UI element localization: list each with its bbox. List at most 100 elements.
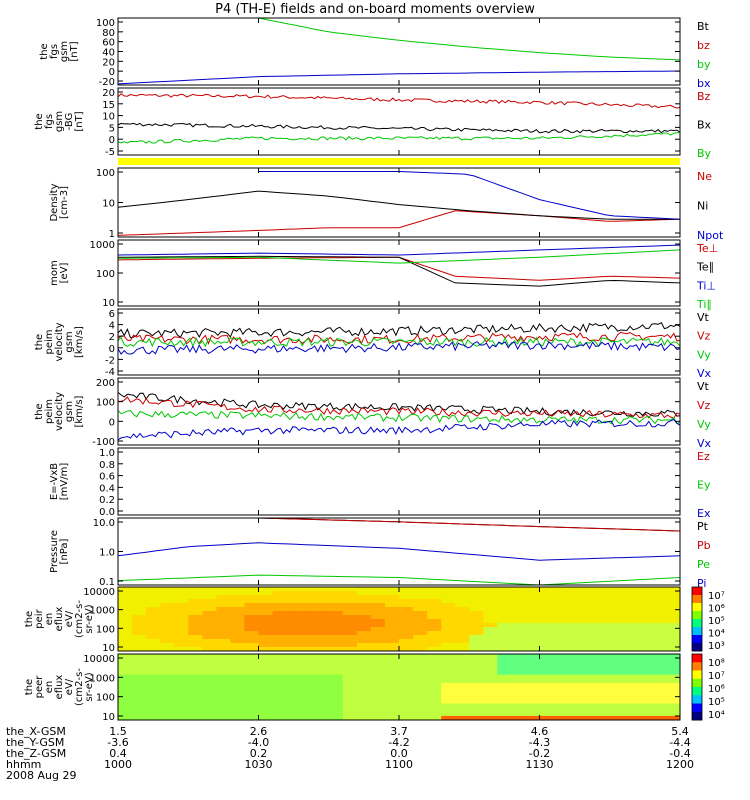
spectrogram-cell [230,711,246,717]
spectrogram-cell [286,682,302,688]
spectrogram-cell [609,607,625,612]
spectrogram-cell [370,678,386,684]
spectrogram-cell [356,699,372,705]
spectrogram-cell [356,635,372,640]
spectrogram-cell [511,674,527,680]
spectrogram-cell [258,682,274,688]
spectrogram-cell [595,687,611,692]
spectrogram-cell [216,643,232,648]
spectrogram-cell [399,707,414,713]
spectrogram-cell [539,599,555,604]
spectrogram-cell [399,703,414,709]
spectrogram-cell [314,666,330,672]
spectrogram-cell [314,611,330,616]
spectrogram-cell [160,587,175,592]
y-tick-label: -2 [105,355,115,366]
series-line-Ti∥ [118,249,680,264]
spectrogram-cell [230,687,246,692]
spectrogram-cell [258,639,274,644]
spectrogram-cell [230,603,246,608]
spectrogram-cell [399,687,414,692]
spectrogram-cell [553,587,569,592]
spectrogram-cell [666,603,680,608]
spectrogram-cell [216,603,232,608]
spectrogram-cell [441,647,456,651]
spectrogram-cell [595,587,611,592]
spectrogram-cell [300,607,316,612]
spectrogram-cell [370,703,386,709]
panel-7: Ez Ey Ex 1.00.80.60.40.20.0 E=-VxB [mV/m] [49,447,711,520]
spectrogram-cell [118,711,133,717]
spectrogram-cell [244,587,260,592]
spectrogram-cell [483,699,498,705]
spectrogram-cell [441,591,456,596]
spectrogram-cell [455,682,470,688]
spectrogram-cell [118,635,133,640]
spectrogram-cell [216,699,232,705]
series-layer [118,171,680,236]
spectrogram-cell [525,587,541,592]
spectrogram-cell [118,639,133,644]
spectrogram-cell [651,603,667,608]
spectrogram-cell [146,678,161,684]
spectrogram-cell [609,631,625,636]
spectrogram-cell [342,627,358,632]
spectrogram-cell [539,715,555,720]
spectrogram-cell [370,682,386,688]
spectrogram-cell [483,654,498,659]
spectrogram-cell [623,647,639,651]
spectrogram-cell [609,670,625,676]
y-axis-label: -BG [64,113,75,131]
spectrogram-cell [356,647,372,651]
spectrogram-cell [609,647,625,651]
spectrogram-cell [300,615,316,620]
colorbar-segment [692,678,702,688]
spectrogram-cell [356,607,372,612]
spectrogram-cell [230,654,246,659]
spectrogram-cell [469,627,484,632]
spectrogram-cell [258,695,274,700]
series-line-Pe [118,574,680,585]
y-tick-label: 1000 [90,606,115,617]
spectrogram-cell [356,615,372,620]
colorbar-tick-label: 10³ [708,641,725,652]
spectrogram-cell [595,682,611,688]
spectrogram-cell [230,674,246,680]
spectrogram-cell [230,682,246,688]
spectrogram-cell [118,603,133,608]
spectrogram-cell [300,662,316,667]
spectrogram-cell [483,670,498,676]
panel-frame [117,87,681,156]
spectrogram-cell [567,623,583,628]
spectrogram-cell [300,619,316,624]
spectrogram-cell [595,654,611,659]
spectrogram-cell [384,631,400,636]
spectrogram-cell [427,607,442,612]
spectrogram-cell [300,599,316,604]
spectrogram-cell [651,647,667,651]
series-line-Te⊥ [118,256,680,281]
spectrogram-cell [132,658,147,663]
spectrogram-cell [216,666,232,672]
spectrogram-cell [497,623,513,628]
spectrogram-cell [525,623,541,628]
spectrogram-cell [623,699,639,705]
spectrogram-cell [441,695,456,700]
spectrogram-cell [623,595,639,600]
spectrogram-cell [202,654,217,659]
spectrogram-cell [188,715,203,720]
spectrogram-cell [370,611,386,616]
spectrogram-cell [581,607,597,612]
y-tick-label: 0.6 [99,472,115,483]
spectrogram-cell [427,682,442,688]
ephemeris-value: 1100 [385,758,413,771]
spectrogram-cell [356,662,372,667]
spectrogram-cell [525,699,541,705]
spectrogram-cell [272,654,288,659]
spectrogram-cell [511,699,527,705]
spectrogram-cell [595,715,611,720]
spectrogram-cell [666,643,680,648]
series-layer [118,244,680,287]
spectrogram-cell [174,599,189,604]
